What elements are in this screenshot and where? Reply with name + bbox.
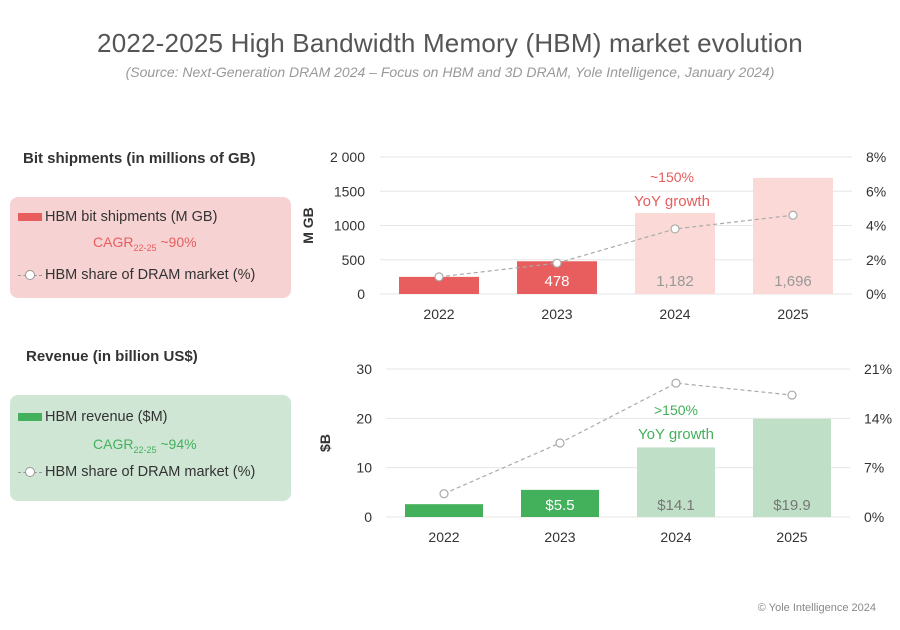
shipments-xtick-label: 2022: [423, 306, 454, 322]
page-title: 2022-2025 High Bandwidth Memory (HBM) ma…: [97, 28, 803, 58]
revenue-bar: [753, 418, 831, 517]
shipments-growth-annotation-sub: YoY growth: [634, 193, 710, 210]
shipments-ylabel: M GB: [300, 207, 316, 244]
shipments-xtick-label: 2023: [541, 306, 572, 322]
revenue-bar-value-label: $5.5: [545, 497, 574, 514]
shipments-y2tick-label: 8%: [866, 149, 886, 165]
shipments-cagr: CAGR22-25 ~90%: [93, 234, 197, 253]
revenue-ytick-label: 10: [356, 460, 372, 476]
revenue-xtick-label: 2025: [776, 529, 807, 545]
revenue-y2tick-label: 7%: [864, 460, 884, 476]
shipments-ytick-label: 500: [342, 252, 366, 268]
shipments-cagr-value: ~90%: [156, 234, 197, 250]
green-bar-swatch-icon: [18, 413, 42, 422]
red-bar-swatch-icon: [18, 213, 42, 222]
shipments-bar: [399, 276, 479, 294]
revenue-share-point: [671, 378, 681, 388]
shipments-share-point: [670, 224, 680, 234]
revenue-xtick-label: 2024: [660, 529, 691, 545]
shipments-bar-value-label: 1,182: [656, 273, 694, 290]
line-marker-icon: [18, 467, 42, 478]
revenue-cagr-value: ~94%: [156, 436, 197, 452]
shipments-cagr-sub: 22-25: [133, 242, 157, 253]
shipments-ytick-label: 2 000: [330, 149, 365, 165]
shipments-y2tick-label: 6%: [866, 183, 886, 199]
page-subtitle: (Source: Next-Generation DRAM 2024 – Foc…: [125, 64, 775, 80]
shipments-growth-annotation: ~150%: [650, 169, 694, 185]
shipments-bar-value-label: 478: [544, 273, 569, 290]
revenue-legend-share-label: HBM share of DRAM market (%): [45, 464, 256, 480]
shipments-share-point: [434, 272, 444, 282]
revenue-y2tick-label: 0%: [864, 509, 884, 525]
shipments-share-point: [552, 258, 562, 268]
revenue-bar: [637, 447, 715, 517]
shipments-y2tick-label: 4%: [866, 218, 886, 234]
revenue-legend-bars-label: HBM revenue ($M): [45, 409, 168, 425]
revenue-share-point: [787, 390, 797, 400]
shipments-y2tick-label: 2%: [866, 252, 886, 268]
line-marker-icon: [18, 270, 42, 281]
shipments-legend-bars: HBM bit shipments (M GB): [18, 209, 217, 225]
shipments-xtick-label: 2025: [777, 306, 808, 322]
revenue-cagr-prefix: CAGR: [93, 436, 134, 452]
revenue-bar: [521, 489, 599, 517]
shipments-ytick-label: 1500: [334, 183, 365, 199]
shipments-legend-share-label: HBM share of DRAM market (%): [45, 267, 256, 283]
revenue-ytick-label: 30: [356, 361, 372, 377]
shipments-ytick-label: 0: [357, 286, 365, 302]
revenue-y2tick-label: 14%: [864, 410, 892, 426]
revenue-cagr-sub: 22-25: [133, 444, 157, 455]
shipments-share-point: [788, 210, 798, 220]
shipments-bar-value-label: 1,696: [774, 273, 812, 290]
shipments-xtick-label: 2024: [659, 306, 690, 322]
revenue-share-line: [443, 382, 793, 495]
shipments-bar: [517, 261, 597, 294]
shipments-cagr-prefix: CAGR: [93, 234, 134, 250]
shipments-bar: [635, 213, 715, 294]
shipments-heading: Bit shipments (in millions of GB): [23, 150, 256, 167]
shipments-ytick-label: 1000: [334, 218, 365, 234]
revenue-y2tick-label: 21%: [864, 361, 892, 377]
revenue-share-point: [555, 438, 565, 448]
revenue-xtick-label: 2022: [428, 529, 459, 545]
revenue-growth-annotation: >150%: [654, 402, 698, 418]
shipments-legend-bars-label: HBM bit shipments (M GB): [45, 209, 218, 225]
revenue-bar: [405, 504, 483, 517]
revenue-legend: HBM revenue ($M) CAGR22-25 ~94% HBM shar…: [10, 395, 291, 501]
revenue-share-point: [439, 489, 449, 499]
revenue-ylabel: $B: [317, 434, 333, 452]
revenue-bar-value-label: $19.9: [773, 497, 811, 514]
revenue-legend-bars: HBM revenue ($M): [18, 409, 167, 425]
revenue-xtick-label: 2023: [544, 529, 575, 545]
shipments-legend-share: HBM share of DRAM market (%): [18, 267, 255, 283]
revenue-heading: Revenue (in billion US$): [26, 348, 198, 365]
revenue-growth-annotation-sub: YoY growth: [638, 426, 714, 443]
revenue-ytick-label: 20: [356, 410, 372, 426]
shipments-y2tick-label: 0%: [866, 286, 886, 302]
revenue-legend-share: HBM share of DRAM market (%): [18, 464, 255, 480]
revenue-cagr: CAGR22-25 ~94%: [93, 436, 197, 455]
shipments-legend: HBM bit shipments (M GB) CAGR22-25 ~90% …: [10, 197, 291, 298]
copyright: © Yole Intelligence 2024: [757, 602, 876, 614]
revenue-bar-value-label: $14.1: [657, 497, 695, 514]
revenue-ytick-label: 0: [364, 509, 372, 525]
shipments-share-line: [438, 214, 794, 278]
shipments-bar: [753, 177, 833, 294]
